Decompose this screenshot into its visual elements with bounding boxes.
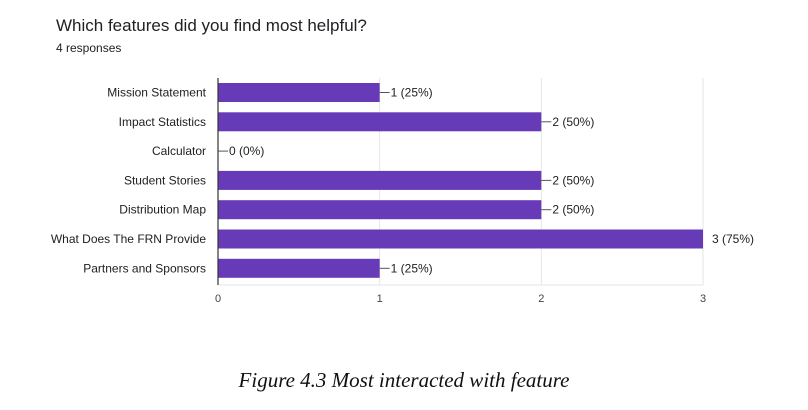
x-tick-label: 0: [215, 293, 221, 305]
data-label: 2 (50%): [552, 173, 594, 187]
data-label: 2 (50%): [552, 115, 594, 129]
data-label: 2 (50%): [552, 203, 594, 217]
category-label: Mission Statement: [107, 86, 206, 100]
data-label: 1 (25%): [391, 86, 433, 100]
category-label: Partners and Sponsors: [83, 261, 206, 275]
question-title: Which features did you find most helpful…: [56, 16, 367, 35]
category-label: Distribution Map: [119, 203, 206, 217]
data-label: 1 (25%): [391, 261, 433, 275]
data-label: 3 (75%): [712, 232, 754, 246]
bar-6: [218, 258, 380, 278]
bar-chart: Mission Statement 1 (25%) Impact Statistic…: [51, 78, 754, 305]
category-label: Impact Statistics: [119, 115, 206, 129]
x-tick-label: 1: [377, 293, 383, 305]
category-label: What Does The FRN Provide: [51, 232, 206, 246]
bar-0: [218, 83, 380, 102]
x-tick-label: 2: [538, 293, 544, 305]
category-label: Student Stories: [124, 173, 206, 187]
x-tick-label: 3: [700, 293, 706, 305]
data-label: 0 (0%): [229, 144, 264, 158]
bar-3: [218, 170, 542, 190]
bar-4: [218, 200, 542, 220]
bar-5: [218, 229, 703, 249]
response-count: 4 responses: [56, 41, 122, 55]
figure-caption: Figure 4.3 Most interacted with feature: [238, 368, 570, 392]
category-label: Calculator: [152, 144, 206, 158]
bar-1: [218, 112, 542, 132]
